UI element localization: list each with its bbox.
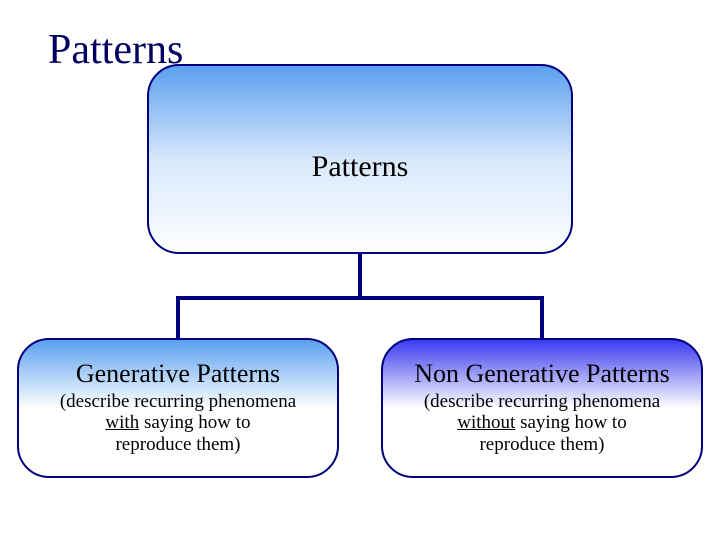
node-non-generative: Non Generative Patterns (describe recurr…	[381, 338, 703, 478]
connector-bridge	[176, 296, 544, 300]
node-title: Patterns	[312, 150, 409, 183]
node-subtext: (describe recurring phenomenawith saying…	[60, 391, 296, 457]
connector-drop-left	[176, 296, 180, 338]
connector-drop-right	[540, 296, 544, 338]
node-title: Generative Patterns	[76, 360, 280, 389]
node-title: Non Generative Patterns	[414, 360, 670, 389]
node-generative: Generative Patterns (describe recurring …	[17, 338, 339, 478]
connector-trunk	[358, 254, 362, 296]
node-patterns-root: Patterns	[147, 64, 573, 254]
node-subtext: (describe recurring phenomenawithout say…	[424, 391, 660, 457]
